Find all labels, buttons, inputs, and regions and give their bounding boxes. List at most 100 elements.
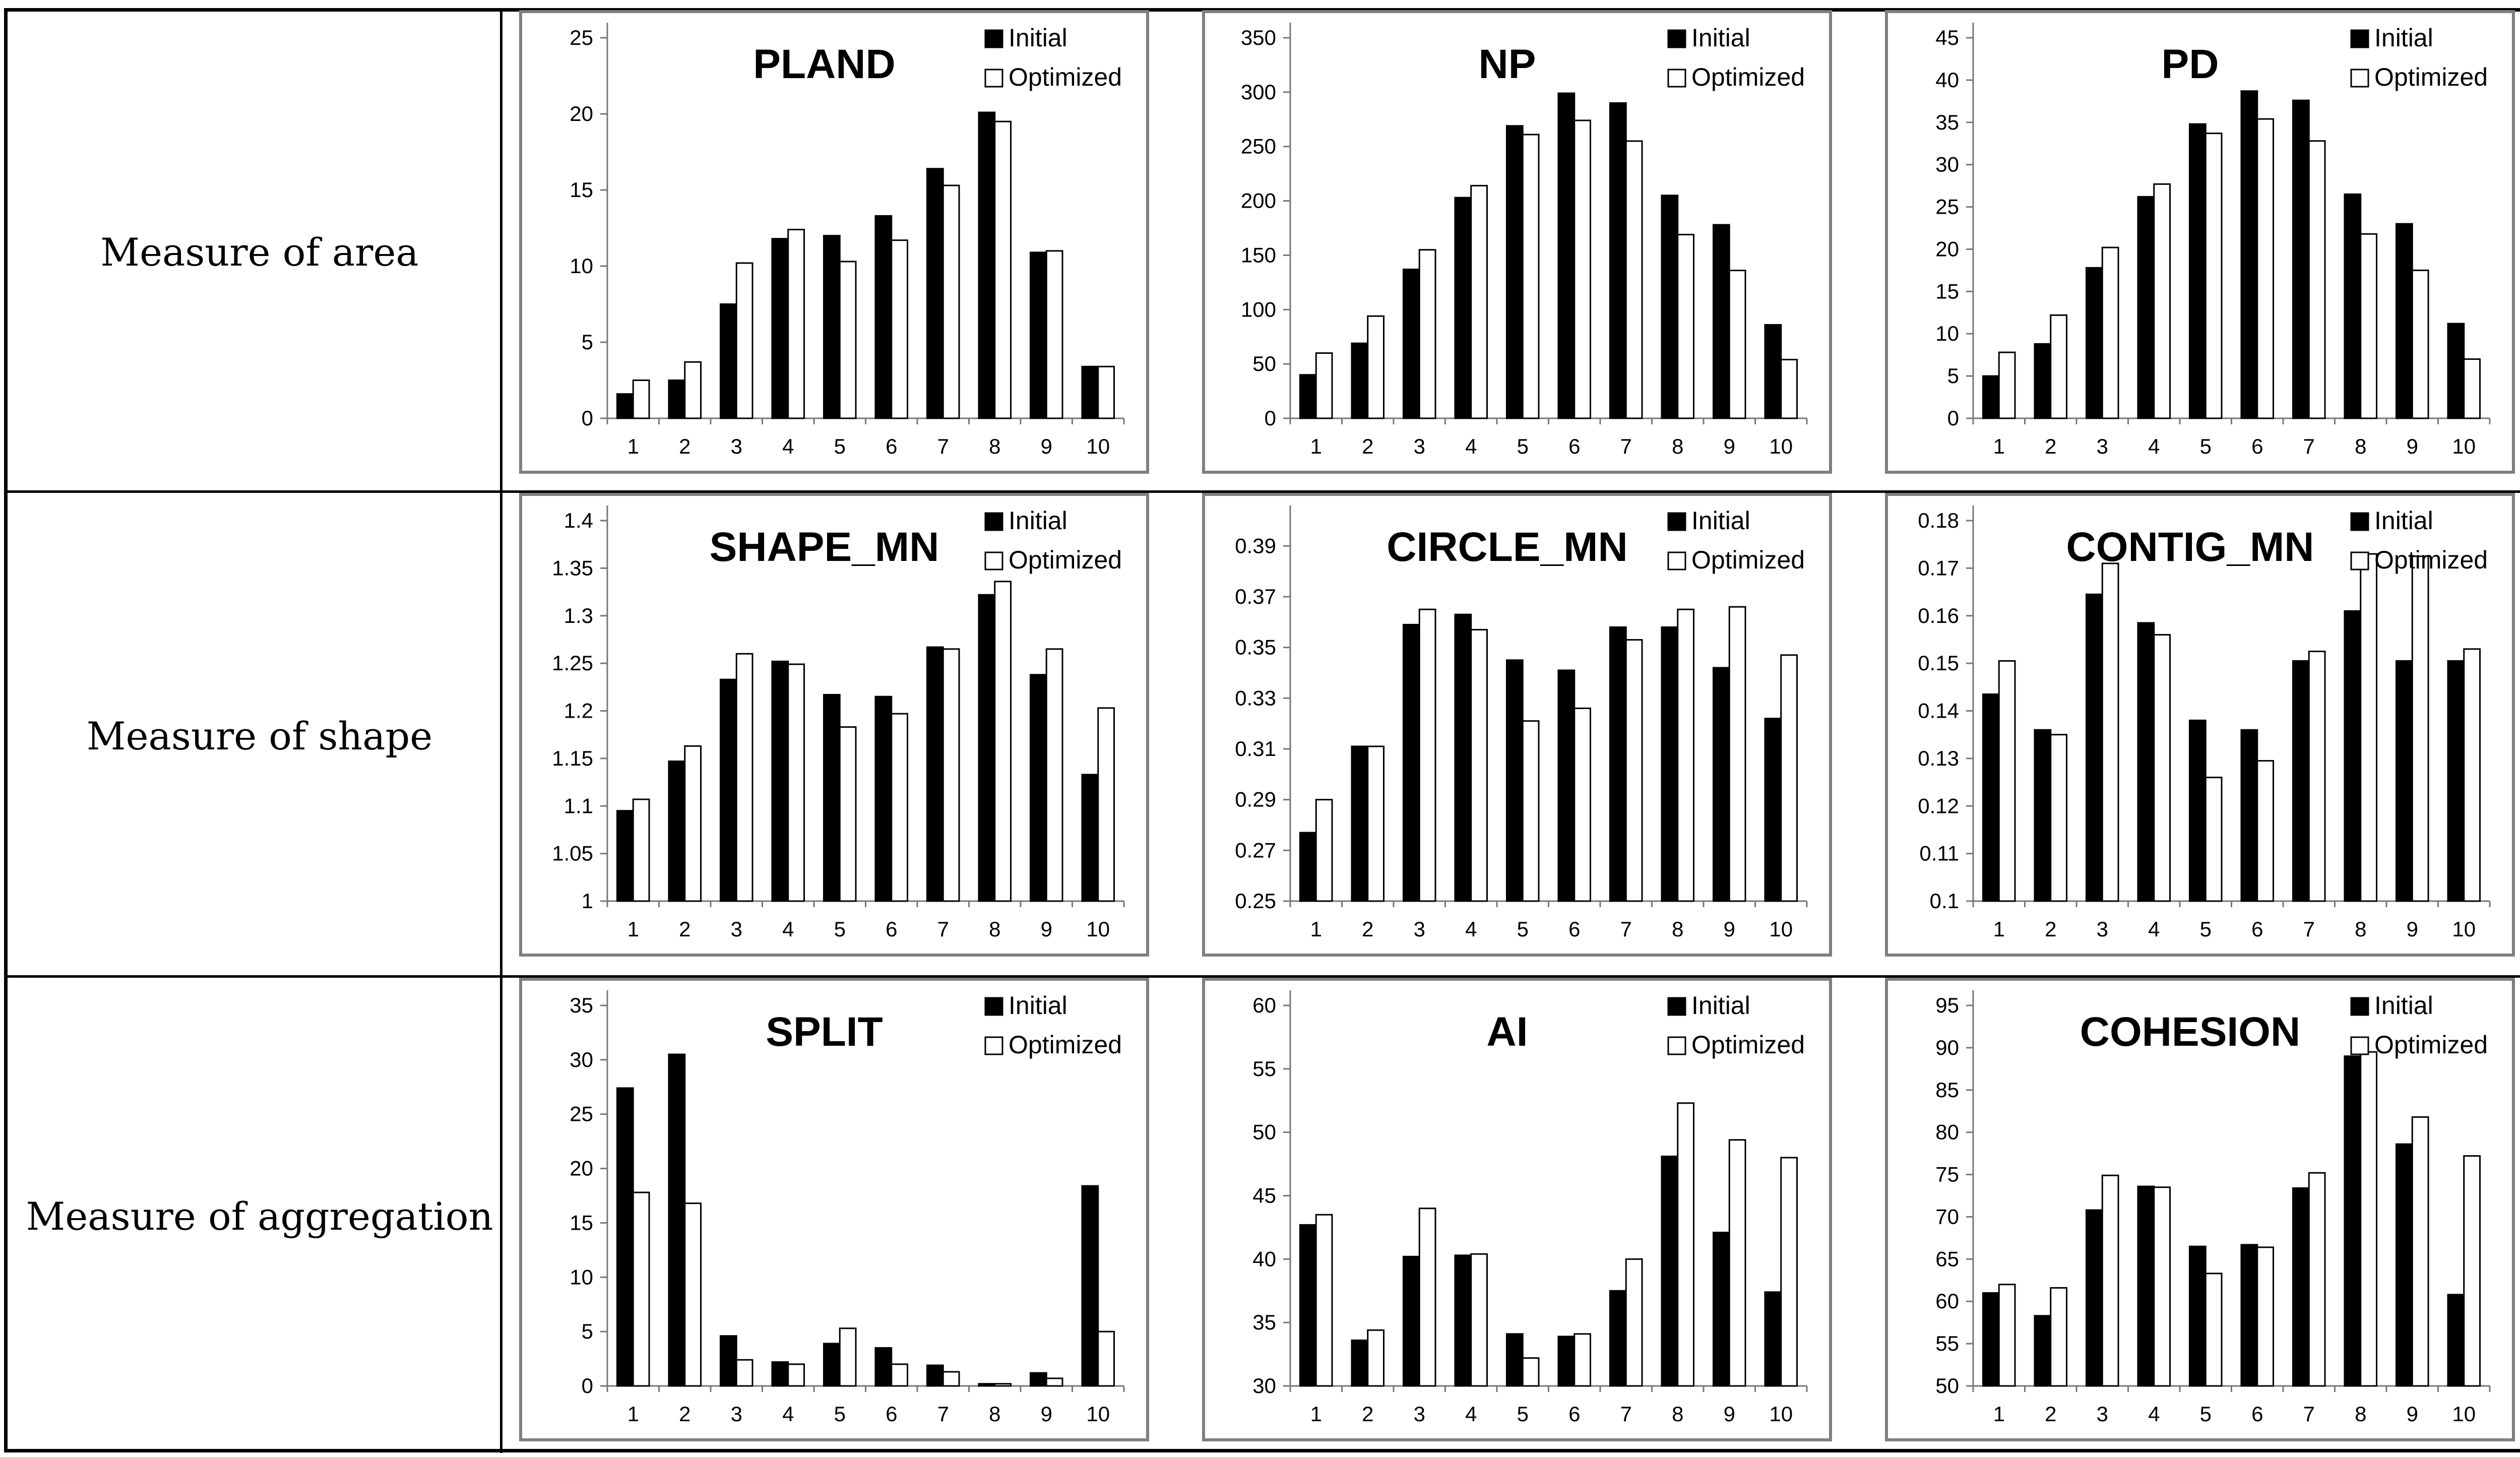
bar-optimized — [735, 1359, 753, 1387]
bar-initial — [1609, 102, 1627, 419]
legend-swatch-initial — [984, 29, 1003, 48]
bar-initial — [1764, 324, 1782, 419]
bar-optimized — [1470, 1253, 1488, 1387]
x-tick-label: 8 — [2355, 917, 2366, 941]
y-tick-label: 60 — [1252, 993, 1276, 1017]
bar-optimized — [1573, 119, 1592, 419]
y-tick-label: 0.14 — [1918, 699, 1959, 723]
x-tick-label: 8 — [2355, 1402, 2366, 1426]
legend-label-initial: Initial — [1009, 991, 1067, 1020]
y-tick-label: 1.1 — [564, 794, 593, 817]
x-tick-label: 6 — [2251, 917, 2263, 941]
y-tick-label: 60 — [1935, 1289, 1959, 1313]
x-tick-label: 9 — [2407, 917, 2418, 941]
x-tick-label: 9 — [1041, 917, 1052, 941]
legend-swatch-initial — [2350, 512, 2369, 531]
bar-initial — [1712, 224, 1730, 419]
y-tick-label: 10 — [1935, 322, 1959, 345]
bar-initial — [2137, 196, 2155, 419]
x-tick-label: 4 — [1465, 1402, 1477, 1426]
x-tick-label: 6 — [2251, 1402, 2263, 1426]
legend-swatch-optimized — [1667, 69, 1686, 88]
y-tick-label: 30 — [1935, 153, 1959, 176]
x-tick-label: 1 — [1993, 917, 2005, 941]
bar-initial — [823, 693, 841, 902]
bar-optimized — [891, 239, 909, 419]
bar-optimized — [839, 261, 857, 419]
y-tick-label: 100 — [1241, 297, 1276, 321]
y-tick-label: 30 — [1252, 1374, 1276, 1398]
bar-initial — [1454, 613, 1472, 902]
bar-optimized — [2360, 233, 2378, 419]
y-tick-label: 150 — [1241, 243, 1276, 267]
y-tick-label: 0.16 — [1918, 604, 1959, 627]
y-tick-label: 20 — [570, 102, 593, 125]
bar-optimized — [1677, 1102, 1695, 1387]
x-tick-label: 3 — [1414, 1402, 1425, 1426]
bar-optimized — [2153, 1186, 2171, 1387]
y-tick-label: 1.05 — [552, 842, 593, 865]
bar-optimized — [1418, 249, 1436, 419]
x-tick-label: 9 — [2407, 1402, 2418, 1426]
bar-initial — [771, 238, 789, 419]
legend-label-optimized: Optimized — [1691, 1031, 1805, 1059]
bar-optimized — [891, 1363, 909, 1387]
bar-optimized — [1998, 1284, 2016, 1387]
bar-initial — [1557, 669, 1576, 902]
bar-initial — [823, 1343, 841, 1387]
y-tick-label: 0.35 — [1235, 636, 1276, 659]
x-tick-label: 2 — [1362, 434, 1373, 458]
y-tick-label: 0.29 — [1235, 788, 1276, 811]
bar-optimized — [787, 229, 805, 419]
bar-optimized — [1625, 1258, 1643, 1387]
bar-initial — [1402, 268, 1420, 419]
y-tick-label: 80 — [1935, 1120, 1959, 1144]
bar-initial — [1609, 1290, 1627, 1387]
legend-swatch-optimized — [1667, 551, 1686, 571]
bar-initial — [668, 761, 686, 902]
legend-swatch-optimized — [2350, 69, 2369, 88]
x-tick-label: 1 — [1993, 1402, 2005, 1426]
x-tick-label: 8 — [1672, 917, 1683, 941]
x-tick-label: 5 — [1517, 434, 1529, 458]
x-tick-label: 9 — [1724, 1402, 1735, 1426]
x-tick-label: 5 — [834, 434, 846, 458]
bar-initial — [668, 1053, 686, 1387]
y-tick-label: 5 — [582, 1319, 593, 1343]
bar-optimized — [1573, 1333, 1592, 1387]
y-tick-label: 25 — [1935, 195, 1959, 219]
bar-initial — [1454, 197, 1472, 419]
x-tick-label: 6 — [1568, 434, 1580, 458]
bar-initial — [771, 660, 789, 902]
bar-optimized — [2050, 314, 2068, 419]
legend-swatch-initial — [2350, 29, 2369, 48]
bar-initial — [719, 303, 737, 419]
bar-initial — [2292, 99, 2310, 419]
bar-optimized — [1573, 707, 1592, 902]
x-tick-label: 2 — [2045, 1402, 2056, 1426]
bar-initial — [2085, 593, 2103, 902]
y-tick-label: 0.37 — [1235, 585, 1276, 608]
bar-optimized — [2050, 1287, 2068, 1387]
bar-optimized — [2153, 183, 2171, 419]
bar-initial — [616, 393, 634, 419]
bar-initial — [2188, 1245, 2207, 1387]
y-tick-label: 0.27 — [1235, 838, 1276, 862]
bar-optimized — [787, 663, 805, 902]
x-tick-label: 6 — [886, 434, 897, 458]
y-tick-label: 30 — [570, 1048, 593, 1071]
y-tick-label: 1.4 — [564, 509, 593, 532]
x-tick-label: 6 — [1568, 917, 1580, 941]
bar-initial — [2292, 1187, 2310, 1387]
bar-optimized — [1998, 660, 2016, 902]
y-tick-label: 5 — [1947, 364, 1959, 388]
bar-optimized — [1470, 184, 1488, 419]
bar-initial — [1505, 125, 1524, 419]
x-tick-label: 4 — [2148, 434, 2160, 458]
x-tick-label: 2 — [679, 917, 690, 941]
chart-title: COHESION — [2080, 1009, 2300, 1055]
chart-cohesion-svg: 50 55 60 65 70 75 80 85 90 95 1 2 3 4 5 6 7 8 9 10 COHESION I… — [1885, 978, 2515, 1441]
bar-initial — [1712, 667, 1730, 902]
